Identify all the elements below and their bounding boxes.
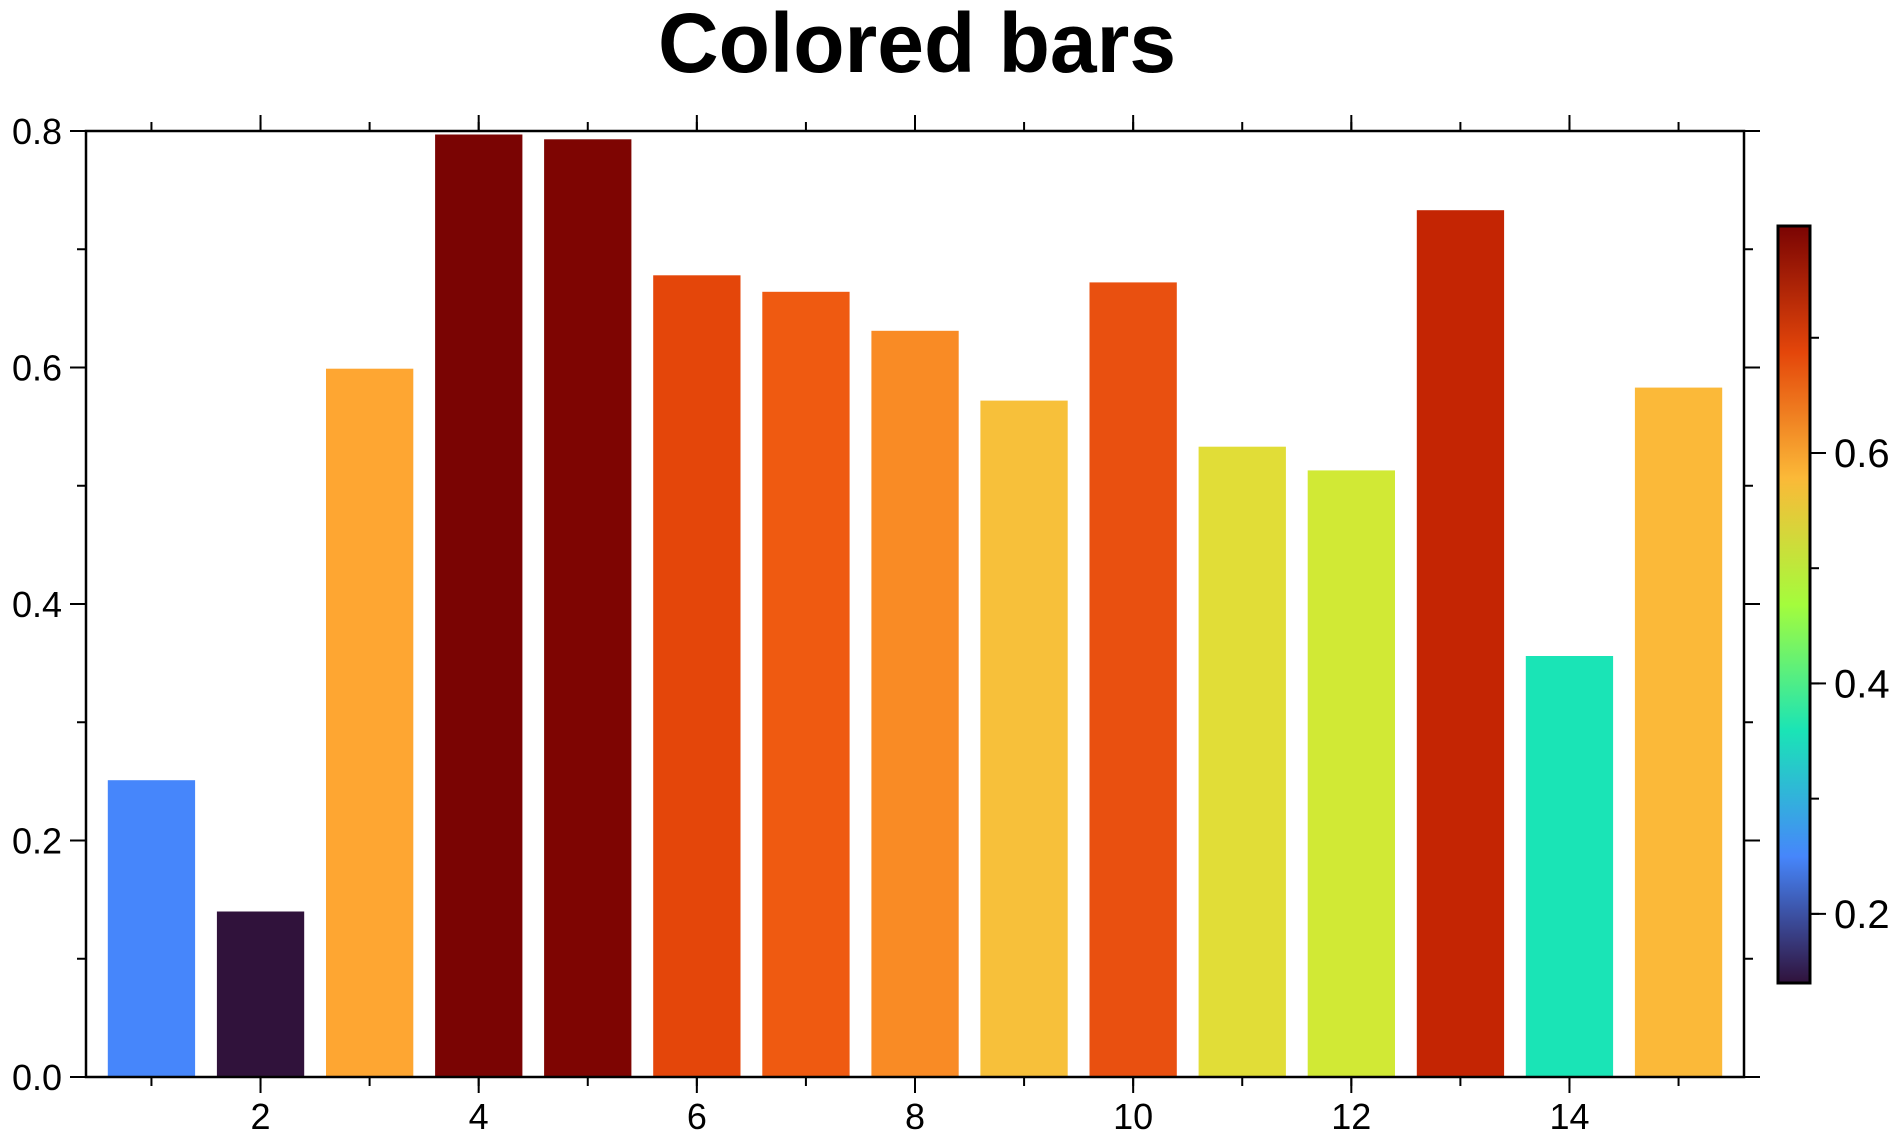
bar-14 <box>1525 656 1614 1077</box>
colorbar-gradient <box>1776 224 1812 985</box>
y-tick-label: 0.4 <box>12 584 62 625</box>
bar-2 <box>216 911 305 1077</box>
bar-6 <box>653 275 741 1077</box>
y-tick-label: 0.2 <box>12 821 62 862</box>
y-tick-label: 0.8 <box>12 111 62 152</box>
x-tick-label: 2 <box>251 1096 271 1137</box>
bar-12 <box>1307 470 1395 1077</box>
x-tick-label: 14 <box>1549 1096 1589 1137</box>
bar-4 <box>435 134 523 1077</box>
bar-5 <box>544 139 632 1078</box>
bar-7 <box>762 291 850 1077</box>
colorbar-tick-label: 0.4 <box>1834 662 1890 706</box>
x-tick-label: 6 <box>687 1096 707 1137</box>
bar-13 <box>1416 210 1505 1077</box>
colorbar-tick-label: 0.6 <box>1834 432 1890 476</box>
chart-title: Colored bars <box>658 0 1176 90</box>
bar-9 <box>980 400 1068 1078</box>
colorbar: 0.2 0.4 0.6 <box>1776 224 1890 985</box>
x-tick-label: 4 <box>469 1096 489 1137</box>
bar-15 <box>1634 387 1723 1078</box>
bar-11 <box>1198 446 1286 1077</box>
bar-1 <box>107 780 196 1077</box>
bar-8 <box>871 330 959 1077</box>
bars-group <box>107 134 1723 1078</box>
bar-10 <box>1089 282 1177 1077</box>
x-tick-label: 8 <box>905 1096 925 1137</box>
x-tick-label: 10 <box>1113 1096 1153 1137</box>
axes-group: 2 4 6 8 10 12 14 0.0 0.2 0.4 0.6 0.8 <box>12 111 1760 1137</box>
y-tick-label: 0.6 <box>12 348 62 389</box>
colorbar-tick-label: 0.2 <box>1834 893 1890 937</box>
bar-3 <box>326 368 414 1077</box>
y-tick-label: 0.0 <box>12 1057 62 1098</box>
x-tick-label: 12 <box>1331 1096 1371 1137</box>
